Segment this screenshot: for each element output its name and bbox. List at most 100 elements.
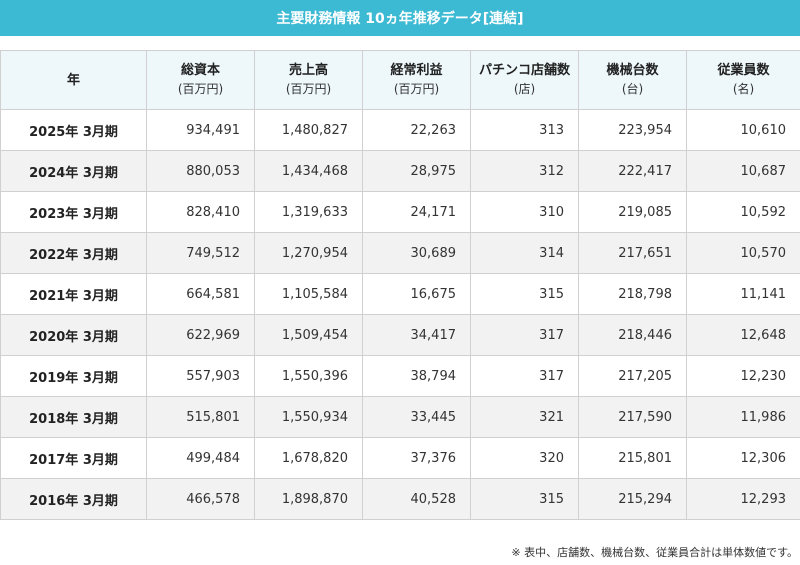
cell-ordinary-profit: 34,417 (362, 314, 471, 356)
cell-total-capital: 499,484 (146, 437, 255, 479)
table-row: 2025年 3月期 934,491 1,480,827 22,263 313 223,95… (0, 109, 800, 151)
column-unit: (台) (621, 82, 644, 96)
table-row: 2024年 3月期 880,053 1,434,468 28,975 312 222,41… (0, 150, 800, 192)
cell-sales: 1,270,954 (254, 232, 363, 274)
column-label: パチンコ店舗数 (478, 63, 570, 78)
table-row: 2020年 3月期 622,969 1,509,454 34,417 317 218,44… (0, 314, 800, 356)
column-header-total-capital: 総資本 (百万円) (146, 50, 255, 110)
column-unit: (名) (732, 82, 755, 96)
cell-store-count: 321 (470, 396, 579, 438)
cell-ordinary-profit: 40,528 (362, 478, 471, 520)
table-header: 年 総資本 (百万円) 売上高 (百万円) 経常利益 (百万円) パチンコ店舗数 (店)… (0, 50, 800, 110)
cell-sales: 1,898,870 (254, 478, 363, 520)
cell-year: 2016年 3月期 (0, 478, 147, 520)
column-unit: (百万円) (177, 82, 224, 96)
cell-total-capital: 828,410 (146, 191, 255, 233)
column-label: 売上高 (288, 63, 328, 78)
cell-ordinary-profit: 33,445 (362, 396, 471, 438)
column-label: 経常利益 (390, 63, 443, 78)
cell-store-count: 320 (470, 437, 579, 479)
cell-total-capital: 880,053 (146, 150, 255, 192)
cell-ordinary-profit: 24,171 (362, 191, 471, 233)
cell-sales: 1,434,468 (254, 150, 363, 192)
footnote: ※ 表中、店舗数、機械台数、従業員合計は単体数値です。 (511, 546, 798, 559)
cell-machine-count: 217,205 (578, 355, 687, 397)
column-header-ordinary-profit: 経常利益 (百万円) (362, 50, 471, 110)
cell-total-capital: 749,512 (146, 232, 255, 274)
cell-store-count: 314 (470, 232, 579, 274)
cell-machine-count: 223,954 (578, 109, 687, 151)
cell-year: 2021年 3月期 (0, 273, 147, 315)
cell-machine-count: 222,417 (578, 150, 687, 192)
cell-employees: 10,592 (686, 191, 800, 233)
page-title: 主要財務情報 10ヵ年推移データ[連結] (276, 11, 524, 27)
table-row: 2023年 3月期 828,410 1,319,633 24,171 310 219,08… (0, 191, 800, 233)
cell-ordinary-profit: 37,376 (362, 437, 471, 479)
column-unit: (店) (513, 82, 536, 96)
column-unit: (百万円) (285, 82, 332, 96)
cell-ordinary-profit: 30,689 (362, 232, 471, 274)
table-row: 2016年 3月期 466,578 1,898,870 40,528 315 215,29… (0, 478, 800, 520)
cell-year: 2025年 3月期 (0, 109, 147, 151)
column-header-store-count: パチンコ店舗数 (店) (470, 50, 579, 110)
cell-machine-count: 219,085 (578, 191, 687, 233)
cell-ordinary-profit: 16,675 (362, 273, 471, 315)
column-header-employees: 従業員数 (名) (686, 50, 800, 110)
cell-total-capital: 934,491 (146, 109, 255, 151)
cell-employees: 11,986 (686, 396, 800, 438)
cell-store-count: 313 (470, 109, 579, 151)
cell-ordinary-profit: 22,263 (362, 109, 471, 151)
table-row: 2021年 3月期 664,581 1,105,584 16,675 315 218,79… (0, 273, 800, 315)
cell-machine-count: 215,801 (578, 437, 687, 479)
cell-store-count: 315 (470, 273, 579, 315)
cell-sales: 1,678,820 (254, 437, 363, 479)
cell-employees: 12,648 (686, 314, 800, 356)
page-title-banner: 主要財務情報 10ヵ年推移データ[連結] (0, 0, 800, 36)
column-header-sales: 売上高 (百万円) (254, 50, 363, 110)
table-body: 2025年 3月期 934,491 1,480,827 22,263 313 223,95… (0, 109, 800, 520)
column-label: 機械台数 (606, 63, 659, 78)
column-header-year: 年 (0, 50, 147, 110)
cell-store-count: 317 (470, 355, 579, 397)
column-label: 従業員数 (717, 63, 770, 78)
table-row: 2017年 3月期 499,484 1,678,820 37,376 320 215,80… (0, 437, 800, 479)
cell-year: 2018年 3月期 (0, 396, 147, 438)
column-label: 総資本 (180, 63, 220, 78)
cell-store-count: 310 (470, 191, 579, 233)
table-row: 2022年 3月期 749,512 1,270,954 30,689 314 217,65… (0, 232, 800, 274)
cell-employees: 10,687 (686, 150, 800, 192)
table-row: 2018年 3月期 515,801 1,550,934 33,445 321 217,59… (0, 396, 800, 438)
cell-total-capital: 515,801 (146, 396, 255, 438)
column-header-machine-count: 機械台数 (台) (578, 50, 687, 110)
cell-year: 2019年 3月期 (0, 355, 147, 397)
cell-machine-count: 215,294 (578, 478, 687, 520)
cell-ordinary-profit: 28,975 (362, 150, 471, 192)
cell-year: 2022年 3月期 (0, 232, 147, 274)
cell-year: 2024年 3月期 (0, 150, 147, 192)
cell-employees: 12,306 (686, 437, 800, 479)
cell-sales: 1,509,454 (254, 314, 363, 356)
cell-sales: 1,550,396 (254, 355, 363, 397)
cell-store-count: 315 (470, 478, 579, 520)
cell-machine-count: 217,651 (578, 232, 687, 274)
column-label: 年 (66, 72, 80, 88)
cell-employees: 10,570 (686, 232, 800, 274)
cell-year: 2020年 3月期 (0, 314, 147, 356)
cell-employees: 10,610 (686, 109, 800, 151)
financial-data-table: 年 総資本 (百万円) 売上高 (百万円) 経常利益 (百万円) パチンコ店舗数 (店)… (0, 50, 800, 520)
cell-machine-count: 218,798 (578, 273, 687, 315)
cell-sales: 1,105,584 (254, 273, 363, 315)
cell-employees: 11,141 (686, 273, 800, 315)
cell-year: 2023年 3月期 (0, 191, 147, 233)
column-unit: (百万円) (393, 82, 440, 96)
cell-year: 2017年 3月期 (0, 437, 147, 479)
cell-sales: 1,319,633 (254, 191, 363, 233)
cell-total-capital: 466,578 (146, 478, 255, 520)
cell-machine-count: 218,446 (578, 314, 687, 356)
cell-store-count: 312 (470, 150, 579, 192)
cell-ordinary-profit: 38,794 (362, 355, 471, 397)
cell-total-capital: 664,581 (146, 273, 255, 315)
cell-total-capital: 622,969 (146, 314, 255, 356)
cell-total-capital: 557,903 (146, 355, 255, 397)
table-row: 2019年 3月期 557,903 1,550,396 38,794 317 217,20… (0, 355, 800, 397)
